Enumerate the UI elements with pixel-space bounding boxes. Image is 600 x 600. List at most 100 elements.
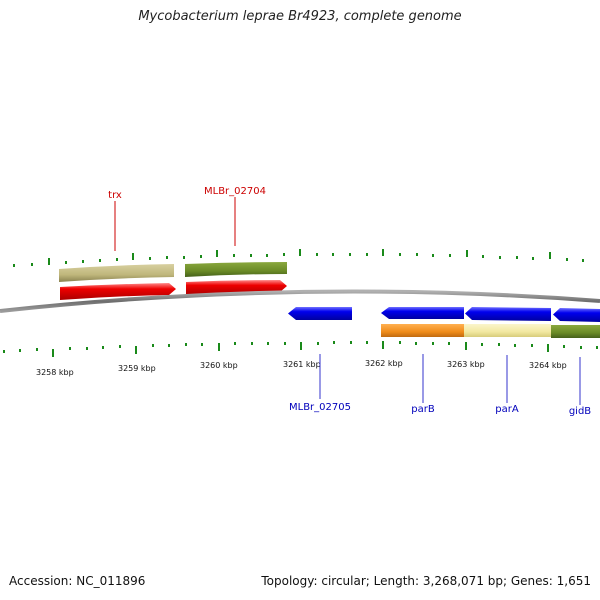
cds-para-arrow[interactable] xyxy=(465,307,551,321)
inner-tick xyxy=(152,344,154,347)
cog-bar-trx xyxy=(59,264,174,282)
outer-tick xyxy=(466,250,468,257)
inner-tick xyxy=(382,341,384,349)
inner-tick xyxy=(52,349,54,357)
inner-tick xyxy=(350,341,352,344)
inner-tick xyxy=(481,343,483,346)
outer-tick xyxy=(449,254,451,257)
cds-gidb-arrow[interactable] xyxy=(553,308,600,322)
inner-tick xyxy=(251,342,253,345)
inner-tick xyxy=(201,343,203,346)
outer-tick xyxy=(250,254,252,257)
inner-tick xyxy=(119,345,121,348)
outer-tick xyxy=(582,259,584,262)
outer-tick xyxy=(216,250,218,257)
outer-tick xyxy=(516,256,518,259)
cog-bar-para xyxy=(464,324,551,337)
outer-tick xyxy=(299,249,301,256)
inner-tick xyxy=(448,342,450,345)
outer-tick xyxy=(316,253,318,256)
cds-parb-arrow[interactable] xyxy=(381,307,464,319)
cds-trx-arrow[interactable] xyxy=(60,283,176,300)
outer-tick-row xyxy=(13,249,584,267)
inner-tick xyxy=(399,341,401,344)
reverse-gene-labels: MLBr_02705 parB parA gidB xyxy=(289,354,591,417)
inner-tick xyxy=(580,346,582,349)
outer-tick xyxy=(366,253,368,256)
gene-label-parb[interactable]: parB xyxy=(411,404,435,415)
outer-tick xyxy=(166,256,168,259)
inner-tick xyxy=(317,342,319,345)
inner-tick xyxy=(366,341,368,344)
scale-label: 3262 kbp xyxy=(365,359,403,368)
inner-tick xyxy=(596,346,598,349)
inner-tick xyxy=(135,346,137,354)
outer-tick xyxy=(532,257,534,260)
outer-tick xyxy=(549,252,551,259)
gene-label-para[interactable]: parA xyxy=(495,404,519,415)
inner-tick xyxy=(267,342,269,345)
outer-tick xyxy=(566,258,568,261)
inner-tick xyxy=(498,343,500,346)
gene-label-mlbr-02705[interactable]: MLBr_02705 xyxy=(289,402,351,413)
outer-tick xyxy=(432,254,434,257)
scale-label: 3258 kbp xyxy=(36,368,74,377)
outer-tick xyxy=(499,256,501,259)
outer-tick xyxy=(349,253,351,256)
scale-label: 3263 kbp xyxy=(447,360,485,369)
inner-tick xyxy=(333,341,335,344)
inner-tick xyxy=(284,342,286,345)
inner-tick xyxy=(69,347,71,350)
accession-text: Accession: NC_011896 xyxy=(9,574,146,588)
inner-tick xyxy=(234,342,236,345)
inner-tick xyxy=(19,349,21,352)
outer-tick xyxy=(116,258,118,261)
outer-tick xyxy=(416,253,418,256)
inner-tick xyxy=(563,345,565,348)
outer-tick xyxy=(399,253,401,256)
inner-tick xyxy=(531,344,533,347)
cog-track-reverse xyxy=(381,324,600,338)
cog-track-forward xyxy=(59,262,287,282)
inner-tick xyxy=(168,344,170,347)
cog-bar-parb xyxy=(381,324,464,337)
inner-tick xyxy=(102,346,104,349)
outer-tick xyxy=(382,249,384,256)
inner-tick xyxy=(185,343,187,346)
outer-tick xyxy=(82,260,84,263)
inner-tick xyxy=(547,344,549,352)
inner-tick-row xyxy=(3,341,598,357)
cds-mlbr-02705-arrow[interactable] xyxy=(288,307,352,320)
gene-label-trx[interactable]: trx xyxy=(108,190,122,201)
gene-label-gidb[interactable]: gidB xyxy=(569,406,591,417)
genome-stats-text: Topology: circular; Length: 3,268,071 bp… xyxy=(261,574,591,588)
inner-tick xyxy=(36,348,38,351)
outer-tick xyxy=(283,253,285,256)
inner-tick xyxy=(218,343,220,351)
forward-gene-labels: trx MLBr_02704 xyxy=(108,186,266,251)
inner-tick xyxy=(465,342,467,350)
cds-track-reverse xyxy=(288,307,600,322)
outer-tick xyxy=(200,255,202,258)
scale-label: 3260 kbp xyxy=(200,361,238,370)
inner-tick xyxy=(415,342,417,345)
scale-label: 3259 kbp xyxy=(118,364,156,373)
outer-tick xyxy=(332,253,334,256)
gene-label-mlbr-02704[interactable]: MLBr_02704 xyxy=(204,186,266,197)
outer-tick xyxy=(65,261,67,264)
inner-tick xyxy=(432,342,434,345)
inner-tick xyxy=(300,342,302,350)
map-title: Mycobacterium leprae Br4923, complete ge… xyxy=(138,9,462,24)
outer-tick xyxy=(183,256,185,259)
outer-tick xyxy=(48,258,50,265)
outer-tick xyxy=(99,259,101,262)
outer-tick xyxy=(482,255,484,258)
cog-bar-mlbr-02704 xyxy=(185,262,287,277)
scale-label: 3261 kbp xyxy=(283,360,321,369)
outer-tick xyxy=(233,254,235,257)
inner-tick xyxy=(86,347,88,350)
outer-tick xyxy=(132,253,134,260)
outer-tick xyxy=(13,264,15,267)
